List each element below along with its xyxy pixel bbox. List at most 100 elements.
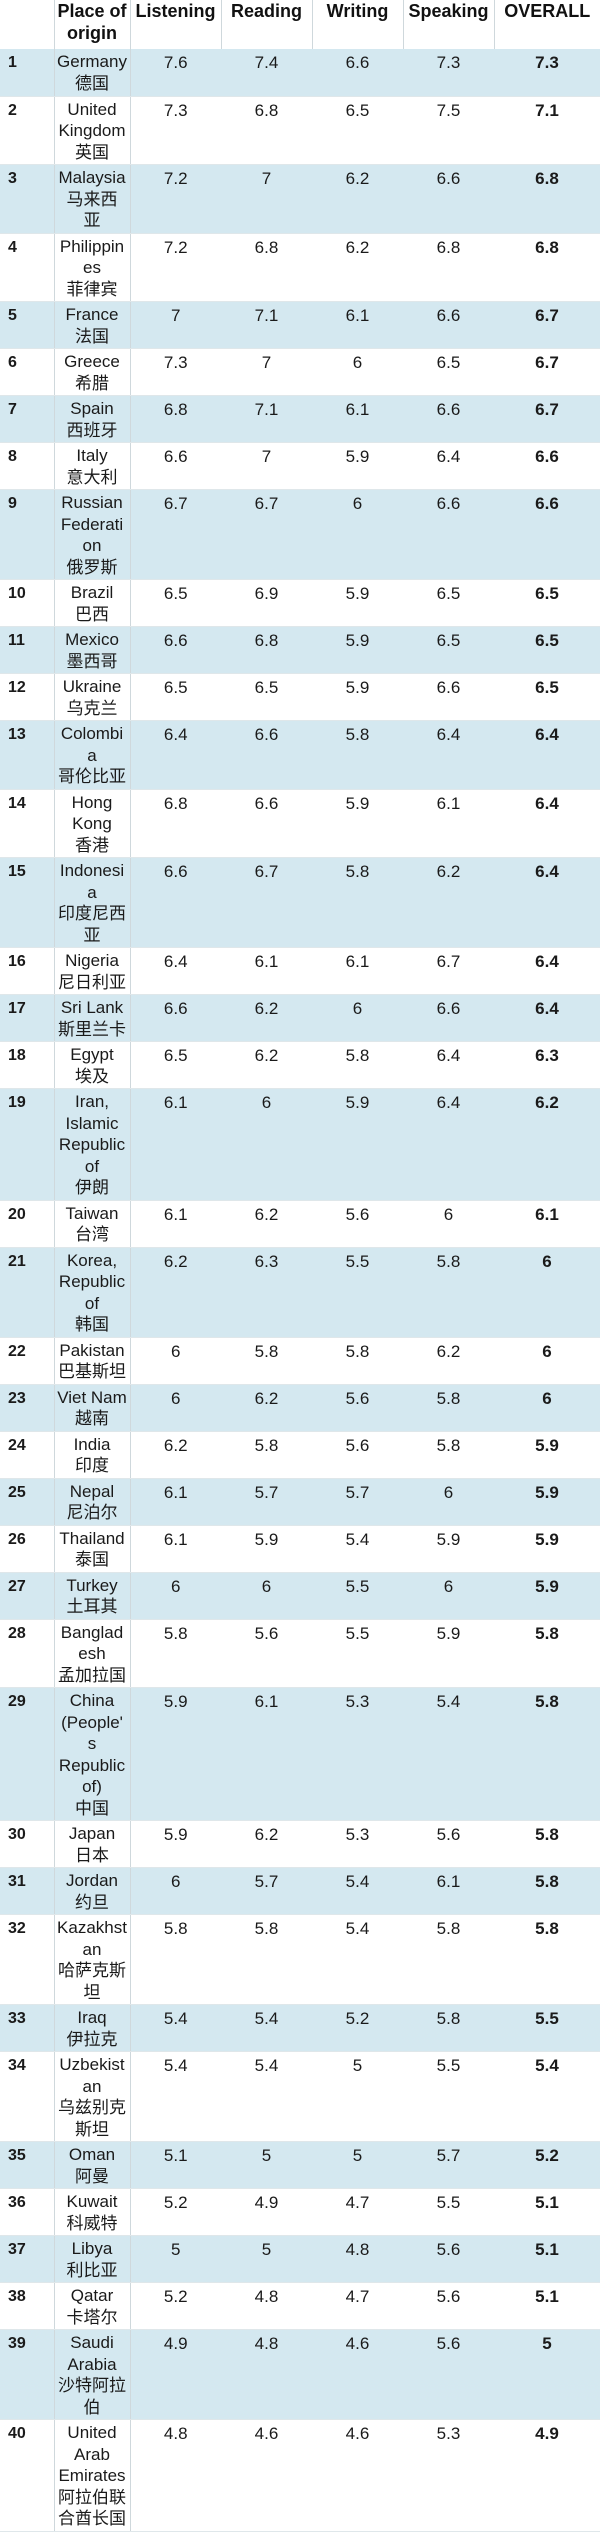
place-name-line: 越南	[75, 1409, 109, 1428]
overall-score-cell: 6	[494, 1384, 600, 1432]
place-name-line: Brazil	[70, 583, 114, 602]
speaking-score-cell: 6.6	[403, 301, 494, 349]
writing-score-cell: 5.3	[312, 1687, 403, 1821]
place-name-line: 中国	[75, 1798, 109, 1818]
overall-score-cell: 6.7	[494, 395, 600, 443]
table-row: 26 Thailand 泰国 6.1 5.9 5.4 5.9 5.9	[0, 1525, 600, 1573]
table-row: 19 Iran, Islamic Republic of 伊朗 6.1 6 5.9 6.4 6.2	[0, 1088, 600, 1201]
place-name-line: Kingdom	[58, 121, 126, 140]
table-row: 5 France 法国 7 7.1 6.1 6.6 6.7	[0, 301, 600, 349]
speaking-score-cell: 6.4	[403, 442, 494, 490]
table-row: 33 Iraq 伊拉克 5.4 5.4 5.2 5.8 5.5	[0, 2004, 600, 2052]
place-of-origin-cell: Iran, Islamic Republic of 伊朗	[53, 1088, 131, 1201]
overall-score-cell: 6	[494, 1337, 600, 1385]
table-row: 7 Spain 西班牙 6.8 7.1 6.1 6.6 6.7	[0, 395, 600, 443]
table-row: 21 Korea, Republic of 韩国 6.2 6.3 5.5 5.8 6	[0, 1247, 600, 1338]
overall-score-cell: 7.1	[494, 96, 600, 165]
table-body: 1 Germany 德国 7.6 7.4 6.6 7.3 7.3 2 United Kingdom 英…	[0, 49, 600, 2532]
place-of-origin-cell: Malaysia 马来西亚	[53, 164, 131, 234]
listening-score-cell: 5.2	[130, 2188, 221, 2236]
overall-score-cell: 6.5	[494, 579, 600, 627]
speaking-score-cell: 5.7	[403, 2141, 494, 2189]
writing-score-cell: 5.3	[312, 1820, 403, 1868]
overall-score-cell: 6.8	[494, 164, 600, 234]
place-name-line: of)	[82, 1777, 102, 1796]
speaking-score-cell: 6.8	[403, 233, 494, 302]
speaking-score-cell: 6	[403, 1478, 494, 1526]
writing-score-cell: 5	[312, 2051, 403, 2142]
listening-score-cell: 7	[130, 301, 221, 349]
place-name-line: Ukraine	[62, 677, 122, 696]
table-row: 13 Colombi a 哥伦比亚 6.4 6.6 5.8 6.4 6.4	[0, 720, 600, 790]
reading-score-cell: 7	[221, 164, 312, 234]
overall-score-cell: 5.8	[494, 1914, 600, 2005]
place-name-line: 阿曼	[75, 2166, 109, 2186]
listening-score-cell: 5.9	[130, 1687, 221, 1821]
place-name-line: Republic	[58, 1755, 126, 1775]
speaking-score-cell: 6.7	[403, 947, 494, 995]
place-name-line: Spain	[70, 399, 114, 418]
reading-score-cell: 5.7	[221, 1478, 312, 1526]
reading-score-cell: 6.2	[221, 1820, 312, 1868]
place-of-origin-cell: Egypt 埃及	[53, 1041, 131, 1089]
writing-score-cell: 5.9	[312, 1088, 403, 1201]
reading-score-cell: 6.8	[221, 96, 312, 165]
listening-score-cell: 6	[130, 1572, 221, 1620]
listening-score-cell: 5.2	[130, 2282, 221, 2330]
header-reading: Reading	[220, 0, 312, 49]
place-of-origin-cell: Jordan 约旦	[53, 1867, 131, 1915]
speaking-score-cell: 5.8	[403, 1384, 494, 1432]
speaking-score-cell: 6.2	[403, 857, 494, 948]
place-of-origin-cell: Brazil 巴西	[53, 579, 131, 627]
overall-score-cell: 5.1	[494, 2188, 600, 2236]
writing-score-cell: 6.5	[312, 96, 403, 165]
place-name-line: 西班牙	[66, 420, 118, 440]
listening-score-cell: 6.5	[130, 673, 221, 721]
writing-score-cell: 5.9	[312, 442, 403, 490]
listening-score-cell: 6.2	[130, 1431, 221, 1479]
table-row: 11 Mexico 墨西哥 6.6 6.8 5.9 6.5 6.5	[0, 626, 600, 674]
reading-score-cell: 5.7	[221, 1867, 312, 1915]
speaking-score-cell: 5.6	[403, 2329, 494, 2420]
listening-score-cell: 4.9	[130, 2329, 221, 2420]
place-of-origin-cell: Greece 希腊	[53, 348, 131, 396]
rank-cell: 24	[0, 1431, 54, 1479]
writing-score-cell: 6.1	[312, 947, 403, 995]
place-name-line: Islamic	[65, 1113, 119, 1133]
place-of-origin-cell: Nigeria 尼日利亚	[53, 947, 131, 995]
reading-score-cell: 5.4	[221, 2004, 312, 2052]
listening-score-cell: 7.6	[130, 49, 221, 97]
writing-score-cell: 5.8	[312, 857, 403, 948]
place-name-line: 泰国	[75, 1550, 109, 1569]
table-row: 3 Malaysia 马来西亚 7.2 7 6.2 6.6 6.8	[0, 164, 600, 234]
overall-score-cell: 5.8	[494, 1619, 600, 1688]
place-of-origin-cell: France 法国	[53, 301, 131, 349]
place-name-line: Republic	[58, 1135, 126, 1154]
place-of-origin-cell: Colombi a 哥伦比亚	[53, 720, 131, 790]
place-name-line: 利比亚	[66, 2260, 118, 2280]
rank-cell: 6	[0, 348, 54, 396]
table-row: 30 Japan 日本 5.9 6.2 5.3 5.6 5.8	[0, 1820, 600, 1868]
speaking-score-cell: 6.6	[403, 673, 494, 721]
table-row: 9 Russian Federati on 俄罗斯 6.7 6.7 6 6.6 6.6	[0, 489, 600, 580]
rank-cell: 14	[0, 789, 54, 858]
table-row: 12 Ukraine 乌克兰 6.5 6.5 5.9 6.6 6.5	[0, 673, 600, 721]
place-name-line: 伊朗	[75, 1178, 109, 1197]
place-name-line: China	[69, 1691, 115, 1710]
reading-score-cell: 4.9	[221, 2188, 312, 2236]
speaking-score-cell: 6.2	[403, 1337, 494, 1385]
place-name-line: France	[65, 305, 119, 324]
overall-score-cell: 6.5	[494, 673, 600, 721]
place-name-line: United	[67, 2423, 117, 2442]
place-name-line: 意大利	[66, 467, 118, 487]
place-name-line: 法国	[75, 326, 109, 346]
overall-score-cell: 6.3	[494, 1041, 600, 1089]
overall-score-cell: 5.8	[494, 1820, 600, 1868]
speaking-score-cell: 5.8	[403, 1431, 494, 1479]
place-name-line: Hong	[71, 792, 113, 812]
listening-score-cell: 6.2	[130, 1247, 221, 1338]
place-of-origin-cell: Italy 意大利	[53, 442, 131, 490]
table-row: 18 Egypt 埃及 6.5 6.2 5.8 6.4 6.3	[0, 1041, 600, 1089]
speaking-score-cell: 6.5	[403, 348, 494, 396]
